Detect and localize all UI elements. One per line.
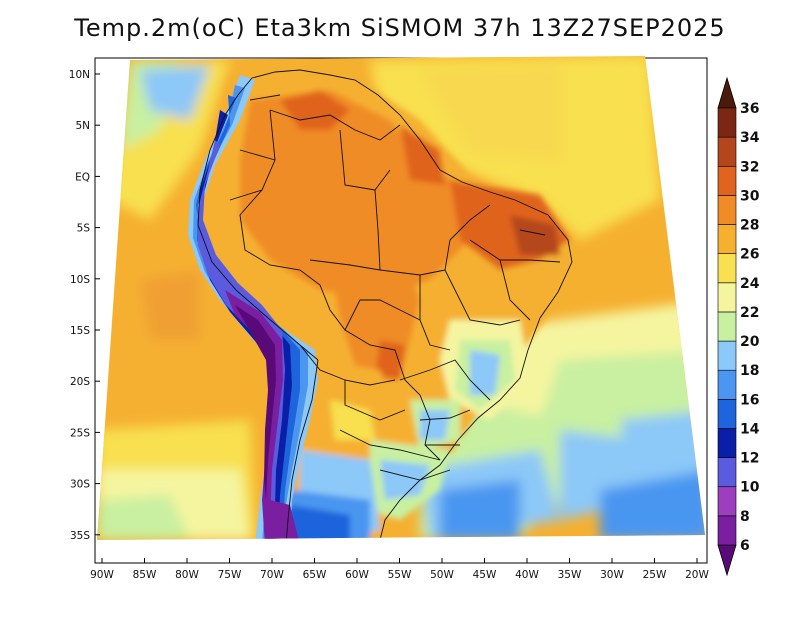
lat-label: EQ <box>75 171 90 183</box>
lon-label: 35W <box>558 569 582 581</box>
andes-cold-band <box>188 75 318 540</box>
lon-label: 60W <box>345 569 369 581</box>
colorbar-label: 24 <box>740 276 760 292</box>
lat-label: 15S <box>70 325 90 337</box>
colorbar-label: 34 <box>740 130 760 146</box>
colorbar-swatch <box>717 340 737 371</box>
lat-label: 10S <box>70 274 90 286</box>
country-borders <box>197 69 573 540</box>
colorbar-label: 20 <box>740 334 760 350</box>
lon-label: 25W <box>643 569 667 581</box>
temperature-field <box>97 56 705 540</box>
colorbar-label: 18 <box>740 363 759 379</box>
lon-label: 50W <box>430 569 454 581</box>
colorbar-swatch <box>717 457 737 488</box>
latitude-axis: 10N 5N EQ 5S 10S 15S 20S 25S 30S 35S <box>69 69 100 542</box>
lon-label: 90W <box>90 569 114 581</box>
colorbar-swatch <box>717 165 737 196</box>
longitude-axis: 90W 85W 80W 75W 70W 65W 60W 55W 50W 45W 40W 35W 30W 2… <box>90 558 709 581</box>
map-title: Temp.2m(oC) Eta3km SiSMOM 37h 13Z27SEP20… <box>74 14 726 42</box>
lon-label: 80W <box>175 569 199 581</box>
colorbar-label: 14 <box>740 421 760 437</box>
colorbar-label: 22 <box>740 305 759 321</box>
lon-label: 75W <box>218 569 242 581</box>
lon-label: 70W <box>260 569 284 581</box>
lon-label: 40W <box>515 569 539 581</box>
colorbar-label: 16 <box>740 392 759 408</box>
colorbar-swatch <box>717 428 737 458</box>
colorbar-label: 28 <box>740 218 759 234</box>
lon-label: 65W <box>303 569 327 581</box>
colorbar-label: 8 <box>740 509 750 525</box>
lon-label: 55W <box>388 569 412 581</box>
colorbar-swatch <box>717 399 737 429</box>
lat-label: 25S <box>70 427 90 439</box>
colorbar-swatch <box>717 224 737 254</box>
colorbar-label: 6 <box>740 538 750 554</box>
colorbar-label: 12 <box>740 451 759 467</box>
colorbar-label: 32 <box>740 159 759 175</box>
colorbar-label: 36 <box>740 101 759 117</box>
colorbar-label: 30 <box>740 188 760 204</box>
lat-label: 35S <box>70 530 90 542</box>
lat-label: 5N <box>75 120 90 132</box>
colorbar-swatch <box>717 136 737 167</box>
lat-label: 30S <box>70 479 90 491</box>
colorbar-swatch <box>717 195 737 225</box>
lon-label: 45W <box>473 569 497 581</box>
colorbar-label: 26 <box>740 247 759 263</box>
colorbar-max-arrow <box>717 76 737 109</box>
colorbar-swatch <box>717 515 737 546</box>
colorbar-swatch <box>717 311 737 342</box>
colorbar-swatch <box>717 107 737 138</box>
lat-label: 10N <box>69 69 90 81</box>
colorbar-min-arrow <box>717 544 737 577</box>
colorbar-swatch <box>717 282 737 313</box>
lon-label: 20W <box>685 569 709 581</box>
colorbar-label: 10 <box>740 480 760 496</box>
lon-label: 85W <box>133 569 157 581</box>
colorbar-swatch <box>717 369 737 400</box>
colorbar: 6 8 10 12 14 16 18 20 22 24 26 28 30 32 34 36 <box>717 76 760 577</box>
colorbar-swatch <box>717 253 737 284</box>
lat-label: 5S <box>77 223 91 235</box>
lat-label: 20S <box>70 376 90 388</box>
lon-label: 30W <box>600 569 624 581</box>
colorbar-swatch <box>717 486 737 517</box>
